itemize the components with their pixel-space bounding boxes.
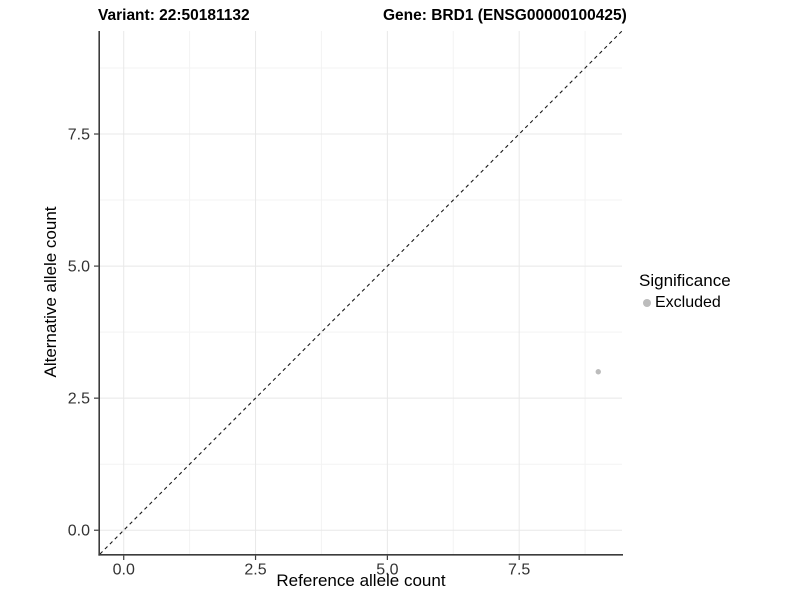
x-axis-title: Reference allele count (276, 571, 446, 590)
y-axis-title: Alternative allele count (41, 206, 60, 378)
x-tick-label: 7.5 (508, 562, 530, 579)
data-point (595, 369, 601, 375)
y-tick-label: 2.5 (68, 391, 90, 408)
legend: Significance Excluded (639, 270, 731, 313)
y-tick-label: 7.5 (68, 127, 90, 144)
legend-point-icon (643, 299, 651, 307)
legend-item-label: Excluded (655, 294, 721, 311)
legend-title: Significance (639, 271, 731, 290)
y-tick-label: 0.0 (68, 523, 90, 540)
plot-title-gene: Gene: BRD1 (ENSG00000100425) (383, 7, 627, 24)
plot-title-variant: Variant: 22:50181132 (98, 7, 250, 24)
x-tick-label: 2.5 (244, 562, 266, 579)
legend-item-excluded: Excluded (639, 293, 731, 313)
y-tick-label: 5.0 (68, 259, 90, 276)
identity-dashed-line (99, 30, 623, 555)
x-tick-label: 0.0 (113, 562, 135, 579)
x-tick-label: 5.0 (376, 562, 398, 579)
